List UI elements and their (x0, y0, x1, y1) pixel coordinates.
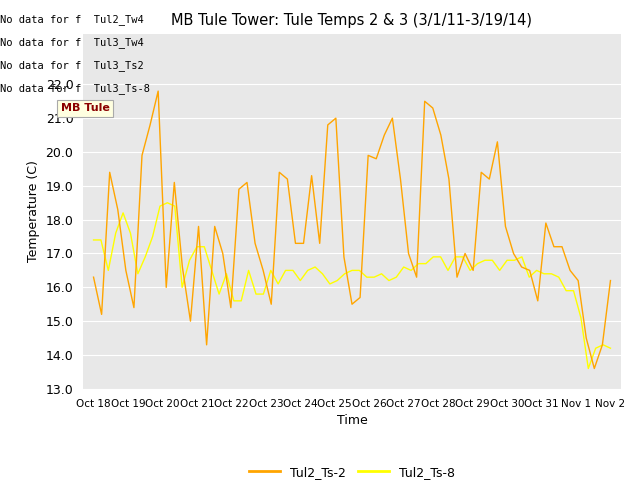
Legend: Tul2_Ts-2, Tul2_Ts-8: Tul2_Ts-2, Tul2_Ts-8 (244, 461, 460, 480)
Text: No data for f  Tul3_Ts-8: No data for f Tul3_Ts-8 (0, 84, 150, 95)
X-axis label: Time: Time (337, 414, 367, 427)
Y-axis label: Temperature (C): Temperature (C) (27, 160, 40, 262)
Text: MB Tule: MB Tule (61, 103, 109, 113)
Title: MB Tule Tower: Tule Temps 2 & 3 (3/1/11-3/19/14): MB Tule Tower: Tule Temps 2 & 3 (3/1/11-… (172, 13, 532, 28)
Text: No data for f  Tul3_Ts2: No data for f Tul3_Ts2 (0, 60, 144, 72)
Text: No data for f  Tul2_Tw4: No data for f Tul2_Tw4 (0, 14, 144, 25)
Text: No data for f  Tul3_Tw4: No data for f Tul3_Tw4 (0, 37, 144, 48)
